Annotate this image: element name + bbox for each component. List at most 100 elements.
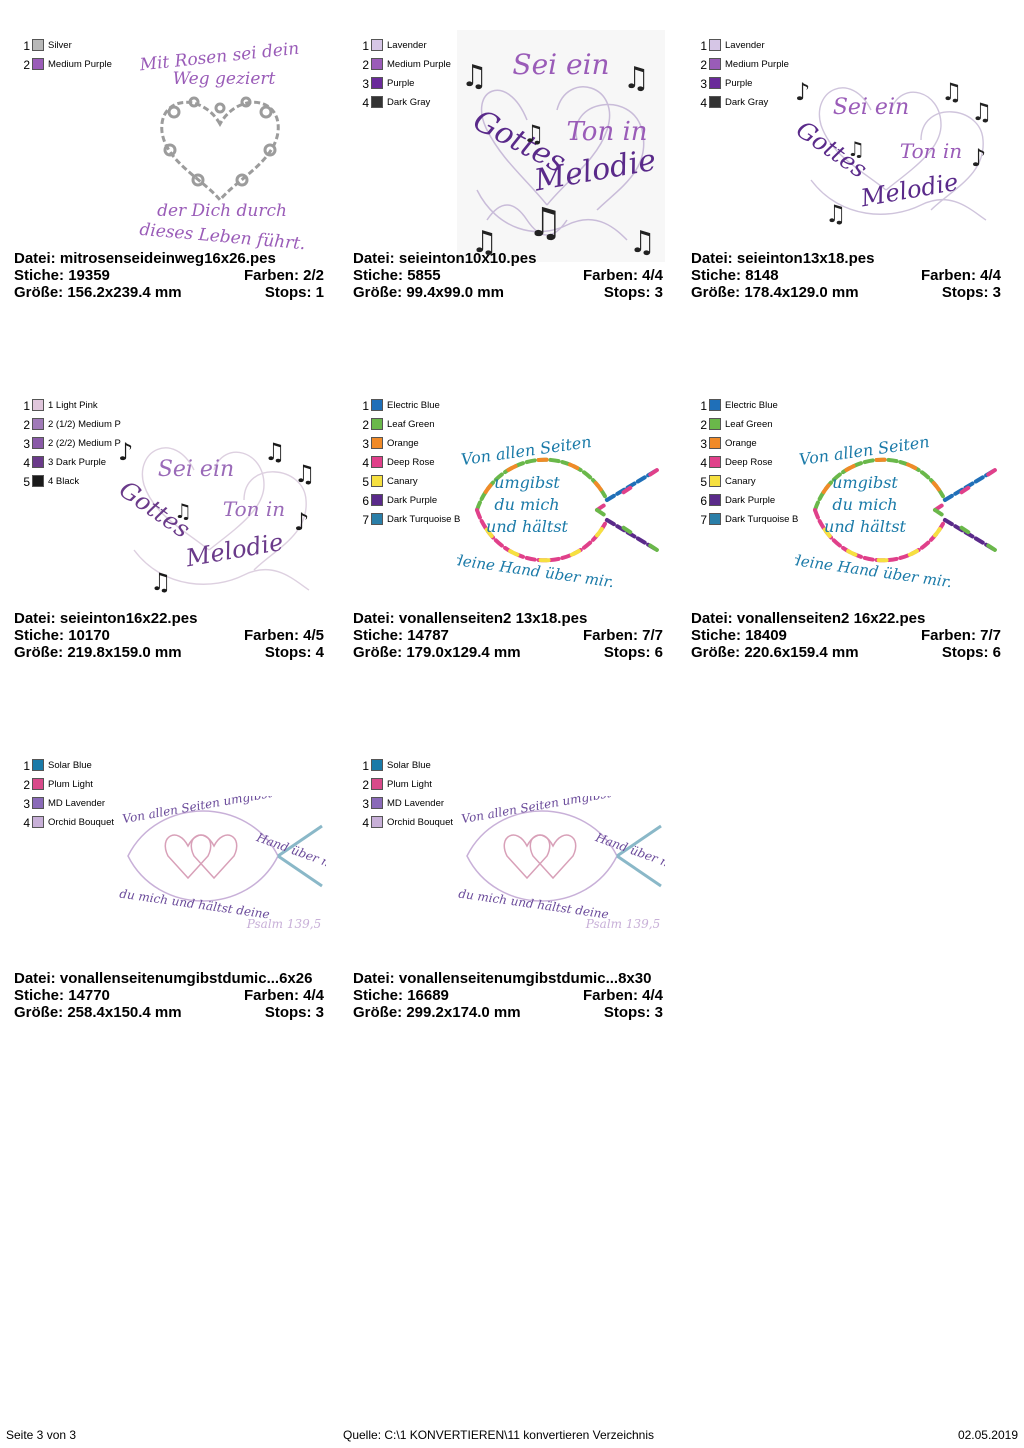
thread-color-row: 7 Dark Turquoise B <box>697 512 809 531</box>
design-info: Datei: vonallenseiten2 16x22.pes Stiche:… <box>691 610 1009 661</box>
color-swatch <box>371 816 383 828</box>
colors-value: 4/4 <box>642 987 663 1004</box>
thread-name: Dark Purple <box>725 495 776 506</box>
stops-label: Stops: <box>603 644 651 661</box>
design-text-line: Sei ein <box>833 95 909 120</box>
design-text-line: umgibst <box>832 473 898 492</box>
stitches-value: 10170 <box>68 627 110 644</box>
thread-index: 2 <box>362 58 369 72</box>
color-swatch <box>709 475 721 487</box>
colors-value: 4/4 <box>642 267 663 284</box>
thread-color-row: 2 Medium Purple <box>359 57 471 76</box>
thread-index: 7 <box>700 513 707 527</box>
rose-heart-wreath <box>160 96 280 203</box>
design-text-line: Melodie <box>858 168 961 213</box>
thread-index: 5 <box>700 475 707 489</box>
stitches-label: Stiche: <box>691 267 742 284</box>
color-swatch <box>371 759 383 771</box>
music-note-icon: ♫ <box>523 120 545 148</box>
thread-index: 4 <box>23 816 30 830</box>
page-number: Seite 3 von 3 <box>6 1428 77 1442</box>
design-text-line: Ton in <box>900 139 962 163</box>
thread-name: Lavender <box>725 40 765 51</box>
color-swatch <box>371 399 383 411</box>
thread-name: MD Lavender <box>48 798 106 809</box>
thread-name: Solar Blue <box>387 760 431 771</box>
music-note-icon: ♫ <box>825 200 847 228</box>
thread-color-row: 1 Lavender <box>359 38 471 57</box>
color-swatch <box>371 475 383 487</box>
design-text-line: und hältst <box>824 517 907 536</box>
stitches-value: 8148 <box>745 267 779 284</box>
thread-index: 6 <box>700 494 707 508</box>
thread-color-row: 1 1 Light Pink <box>20 398 132 417</box>
file-name: vonallenseiten2 13x18.pes <box>398 610 588 627</box>
design-text-line: Ton in <box>566 117 647 147</box>
thread-index: 6 <box>362 494 369 508</box>
stitches-value: 19359 <box>68 267 110 284</box>
music-note-icon: ♪ <box>795 78 810 106</box>
design-text-line: der Dich durch <box>157 201 287 221</box>
design-info: Datei: vonallenseitenumgibstdumic...6x26… <box>14 970 332 1021</box>
heart-icon <box>503 834 577 880</box>
design-preview: Sei ein Ton in Gottes Melodie ♫ ♫ ♫ ♫ ♫ … <box>457 30 665 262</box>
file-label: Datei: <box>353 970 395 987</box>
stops-value: 3 <box>654 1004 663 1021</box>
thread-index: 1 <box>362 399 369 413</box>
color-swatch <box>32 399 44 411</box>
stops-label: Stops: <box>941 284 989 301</box>
file-name: vonallenseitenumgibstdumic...8x30 <box>398 970 652 987</box>
music-note-icon: ♫ <box>471 225 498 260</box>
thread-color-row: 2 Plum Light <box>20 777 132 796</box>
color-swatch <box>371 494 383 506</box>
design-info: Datei: mitrosenseideinweg16x26.pes Stich… <box>14 250 332 301</box>
color-swatch <box>32 475 44 487</box>
design-text-line: Weg geziert <box>173 69 276 89</box>
thread-name: Deep Rose <box>725 457 773 468</box>
thread-color-row: 6 Dark Purple <box>697 493 809 512</box>
thread-index: 2 <box>700 58 707 72</box>
design-preview: Von allen Seiten umgibst du mich und häl… <box>457 796 665 936</box>
file-name: mitrosenseideinweg16x26.pes <box>59 250 276 267</box>
design-card: 1 Solar Blue 2 Plum Light 3 MD Lavender 4 Or… <box>14 730 332 1060</box>
thread-palette: 1 Electric Blue 2 Leaf Green 3 Orange 4 Deep… <box>359 398 471 531</box>
design-text-line: Melodie <box>183 528 286 573</box>
music-note-icon: ♫ <box>623 61 650 96</box>
design-preview: Mit Rosen sei dein Weg geziert der Dich … <box>114 32 326 252</box>
thread-name: Orange <box>725 438 757 449</box>
stitches-value: 14770 <box>68 987 110 1004</box>
color-swatch <box>709 58 721 70</box>
size-label: Größe: <box>353 644 403 661</box>
music-note-icon: ♪ <box>118 438 133 466</box>
design-text-line: dieses Leben führt. <box>139 220 307 252</box>
size-value: 258.4x150.4 mm <box>67 1004 182 1021</box>
design-preview-graphic: Sei ein Ton in Gottes Melodie ♪ ♫ ♫ ♪ ♫ … <box>114 438 316 596</box>
stops-label: Stops: <box>941 644 989 661</box>
file-label: Datei: <box>14 610 56 627</box>
thread-name: Plum Light <box>48 779 93 790</box>
stops-value: 1 <box>315 284 324 301</box>
colors-value: 4/4 <box>303 987 324 1004</box>
thread-index: 5 <box>23 475 30 489</box>
design-info: Datei: seieinton13x18.pes Stiche: 8148 F… <box>691 250 1009 301</box>
colors-label: Farben: <box>582 627 638 644</box>
stitches-label: Stiche: <box>14 267 65 284</box>
colors-label: Farben: <box>582 987 638 1004</box>
file-name: seieinton13x18.pes <box>736 250 875 267</box>
thread-color-row: 3 Purple <box>359 76 471 95</box>
thread-name: Medium Purple <box>48 59 112 70</box>
thread-name: 2 (2/2) Medium P <box>48 438 121 449</box>
size-value: 299.2x174.0 mm <box>406 1004 521 1021</box>
design-text-line: Hand über mir <box>593 830 665 875</box>
thread-name: Medium Purple <box>387 59 451 70</box>
design-preview: Sei ein Ton in Gottes Melodie ♪ ♫ ♫ ♪ ♫ … <box>791 70 1003 230</box>
music-note-icon: ♫ <box>294 460 316 488</box>
thread-color-row: 3 Orange <box>697 436 809 455</box>
thread-index: 3 <box>700 77 707 91</box>
thread-index: 4 <box>362 456 369 470</box>
fish-chain-outline <box>813 457 997 563</box>
thread-name: Leaf Green <box>387 419 435 430</box>
music-note-icon: ♫ <box>971 98 993 126</box>
color-swatch <box>371 513 383 525</box>
file-label: Datei: <box>14 250 56 267</box>
